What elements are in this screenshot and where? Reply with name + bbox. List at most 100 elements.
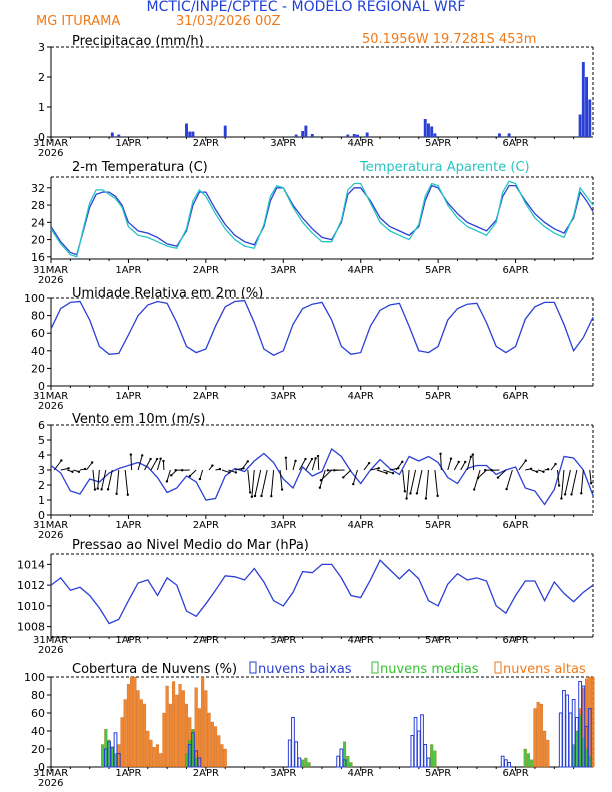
x-tick-label: 2APR [193,635,219,646]
y-tick-label: 60 [31,327,45,340]
cloud-bar-blue [342,759,347,768]
x-year-label: 2026 [38,530,63,541]
wind-arrow-head [170,474,173,477]
pressure-panel: 1008 1010 1012 1014 31MAR 1APR 2APR 3APR 4APR 5AP… [17,538,594,656]
temperature-panel: 16 20 24 28 32 31MAR 1APR 2APR 3APR 4APR 5APR 6APR 2… [31,160,594,286]
cloud-bar-blue [507,762,511,768]
wind-arrow [247,469,251,493]
panel-title: Vento em 10m (m/s) [72,412,205,427]
precip-bar [433,133,437,137]
wind-arrow [589,469,592,484]
wind-arrow [402,469,406,492]
cloud-bar-orange [155,744,159,768]
y-tick-label: 4 [38,449,45,462]
press-line [50,559,594,625]
wind-arrow [254,469,262,497]
y-tick-label: 100 [24,671,45,684]
wind-arrow [506,469,513,490]
wind-arrow-head [180,469,184,472]
cloud-bar-orange [223,748,227,768]
x-tick-label: 31MAR [33,768,68,779]
y-tick-label: 16 [31,251,45,264]
x-tick-label: 3APR [270,635,296,646]
wind-arrow [447,458,452,471]
wind-arrow [166,469,171,482]
cloud-bar-blue [116,753,121,768]
wind-arrow-head [100,488,103,491]
wind-arrow-head [471,453,475,456]
precip-bar [578,114,582,137]
cloud-bar-blue [562,690,566,768]
cloud-bar-green [433,750,437,768]
wind-arrow-head [155,457,159,461]
precip-bar [581,62,585,137]
wind-arrow [434,469,439,496]
wind-arrow-head [60,459,63,462]
wind-arrow-head [77,470,81,473]
cloud-bar-orange [217,735,221,768]
cloud-bar-orange [533,708,537,768]
wind-arrow-head [326,469,330,472]
wind-arrow-head [415,492,419,495]
y-tick-label: 1012 [17,579,45,592]
x-tick-label: 6APR [502,635,528,646]
x-tick-label: 2APR [193,391,219,402]
wind-arrow-head [391,471,395,475]
wind-arrow [305,458,313,471]
x-tick-label: 5APR [425,265,451,276]
cloud-bar-blue [197,757,202,768]
cloud-bar-blue [416,730,421,768]
cloud-bar-green [349,762,353,768]
wind-arrow-head [71,470,74,473]
wind-arrow [240,461,249,471]
legend-label: nuvens baixas [258,662,352,677]
y-tick-label: 20 [31,743,45,756]
wind-arrow [150,458,158,471]
y-tick-label: 24 [31,216,45,229]
x-tick-label: 31MAR [33,635,68,646]
x-tick-label: 3APR [270,768,296,779]
wind-arrow-head [496,476,500,479]
legend-apparent-temp: Temperatura Aparente (C) [359,160,530,175]
cloud-bar-blue [113,732,118,768]
wind-arrow [53,460,62,471]
wind-arrow [298,458,306,471]
cloud-bar-orange [543,730,547,768]
wind-arrow-head [469,455,473,458]
wind-panel: 0 1 2 3 4 5 6 31MAR 1APR 2APR 3APR 4APR 5APR 6APR 2026… [33,412,594,541]
cloud-bar-orange [120,717,124,768]
temp-line [50,184,594,256]
cloud-bar-orange [201,676,205,768]
y-tick-label: 20 [31,234,45,247]
wind-arrow [97,469,100,489]
wind-arrow-head [405,497,408,500]
y-tick-label: 3 [38,41,45,54]
wind-arrow [279,469,283,490]
wind-arrow [473,469,481,490]
x-tick-label: 3APR [270,265,296,276]
wind-arrow-head [67,467,70,470]
cloud-bar-orange [539,703,543,768]
precip-bar [310,134,314,137]
x-tick-label: 3APR [270,138,296,149]
wind-arrow-head [248,491,252,494]
wind-arrow [580,469,584,494]
y-tick-label: 40 [31,345,45,358]
x-year-label: 2026 [38,401,63,412]
precip-bar [117,134,121,137]
cloud-bar-blue [297,757,302,768]
wind-arrow [518,460,527,471]
x-tick-label: 2APR [193,265,219,276]
coords-label: 50.1956W 19.7281S 453m [362,32,536,47]
x-tick-label: 1APR [115,768,141,779]
wind-arrow-head [563,493,567,496]
wind-arrow-head [367,461,371,465]
precip-bar [301,131,305,137]
wind-arrow-head [352,482,355,486]
location-label: MG ITURAMA [36,14,120,29]
y-tick-label: 32 [31,182,45,195]
panel-title: Cobertura de Nuvens (%) [72,662,237,677]
wind-arrow-head [484,469,487,472]
cloud-bar-orange [162,712,166,768]
wind-arrow-head [260,494,263,498]
